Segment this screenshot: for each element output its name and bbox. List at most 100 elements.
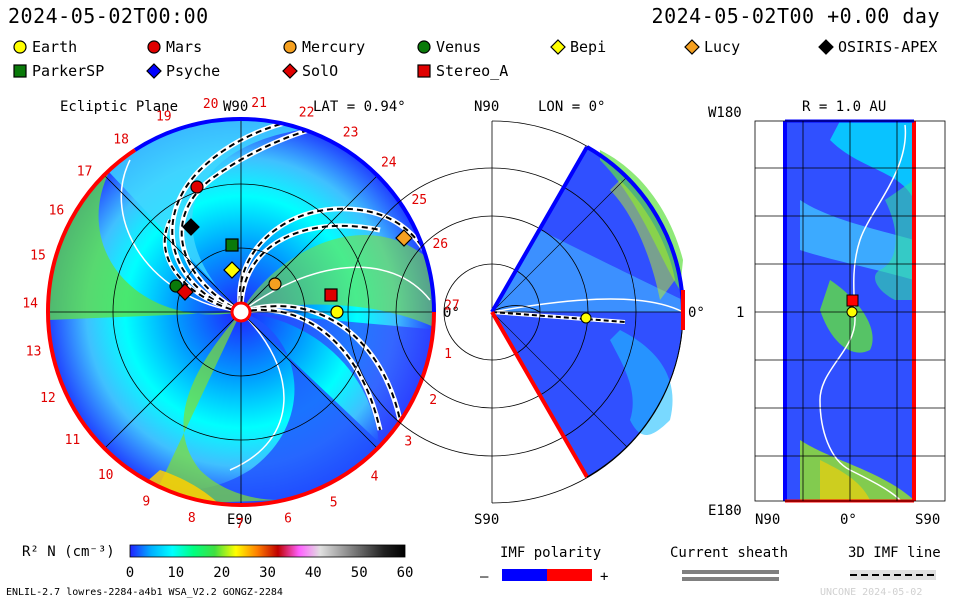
rprofile-x-mid: 0°: [840, 512, 857, 528]
carrington-label: 16: [49, 204, 65, 219]
legend-label: OSIRIS-APEX: [838, 38, 938, 56]
carrington-label: 24: [381, 156, 397, 171]
circle-marker-icon: [283, 40, 297, 54]
circle-marker-icon: [13, 40, 27, 54]
current-sheath-legend: Current sheath: [670, 545, 788, 581]
diamond-marker-icon: [146, 63, 162, 79]
ecliptic-marker-osiris-apex: [182, 218, 200, 236]
carrington-label: 20: [203, 97, 219, 112]
meridional-top-label: N90: [474, 99, 499, 115]
rprofile-y-top: W180: [708, 105, 742, 121]
legend-item-earth: Earth: [12, 38, 77, 56]
carrington-label: 10: [98, 468, 114, 483]
carrington-label: 25: [411, 193, 427, 208]
ecliptic-top-label: W90: [223, 99, 248, 115]
imf-polarity-label: IMF polarity: [500, 545, 601, 561]
ecliptic-density-field: [48, 119, 434, 505]
ecliptic-marker-parkersp: [225, 238, 239, 252]
square-marker-icon: [417, 64, 431, 78]
carrington-label: 13: [26, 345, 42, 360]
carrington-label: 19: [156, 110, 172, 125]
timestamp-left: 2024-05-02T00:00: [8, 4, 209, 28]
carrington-label: 1: [444, 347, 452, 362]
footer-right: UNCONE 2024-05-02: [820, 587, 922, 598]
legend-label: Earth: [32, 38, 78, 56]
rprofile-x-left: N90: [755, 512, 780, 528]
carrington-label: 6: [284, 512, 292, 527]
carrington-label: 23: [343, 126, 359, 141]
ecliptic-marker-solo: [176, 283, 194, 301]
ecliptic-marker-stereo-a: [324, 288, 338, 302]
legend-label: ParkerSP: [32, 62, 105, 80]
legend-item-mars: Mars: [146, 38, 202, 56]
imf-polarity-legend: IMF polarity – +: [480, 545, 608, 585]
legend-item-lucy: Lucy: [684, 38, 740, 56]
legend-label: Venus: [436, 38, 482, 56]
legend-item-bepi: Bepi: [550, 38, 606, 56]
carrington-label: 15: [30, 249, 46, 264]
imf-line-label: 3D IMF line: [848, 545, 941, 561]
ecliptic-marker-venus: [169, 279, 183, 293]
legend-label: SolO: [302, 62, 339, 80]
carrington-label: 3: [404, 435, 412, 450]
meridional-title: LON = 0°: [538, 99, 605, 115]
meridional-right-label: 0°: [688, 305, 705, 321]
carrington-label: 12: [40, 391, 56, 406]
square-marker-icon: [13, 64, 27, 78]
carrington-label: 7: [236, 517, 244, 532]
colorbar-ticks: 0 10 20 30 40 50 60: [126, 565, 414, 581]
carrington-label: 2: [429, 393, 437, 408]
carrington-label: 4: [371, 469, 379, 484]
rprofile-x-right: S90: [915, 512, 940, 528]
ecliptic-marker-mercury: [268, 277, 282, 291]
diamond-marker-icon: [684, 39, 700, 55]
colorbar-tick-label: 20: [213, 565, 230, 581]
circle-marker-icon: [147, 40, 161, 54]
carrington-label: 8: [188, 511, 196, 526]
colorbar-tick-label: 10: [167, 565, 184, 581]
legend-label: Stereo_A: [436, 62, 509, 80]
ecliptic-plane-plot: Ecliptic Plane W90 LAT = 0.94° E90 0° 12…: [22, 96, 459, 532]
legend-item-parkersp: ParkerSP: [12, 62, 104, 80]
legend-label: Bepi: [570, 38, 607, 56]
ecliptic-lat-label: LAT = 0.94°: [313, 99, 406, 115]
legend-label: Mercury: [302, 38, 366, 56]
legend-item-mercury: Mercury: [282, 38, 365, 56]
carrington-label: 22: [299, 106, 315, 121]
radius-profile-plot: W180 R = 1.0 AU 1 E180 N90 0° S90: [708, 99, 946, 528]
ecliptic-right-label: 0°: [443, 305, 460, 321]
meridional-plane-plot: N90 LON = 0° S90 0°: [347, 99, 705, 528]
carrington-label: 27: [444, 299, 460, 314]
legend-label: Psyche: [166, 62, 221, 80]
carrington-label: 17: [77, 164, 93, 179]
rprofile-title: R = 1.0 AU: [802, 99, 886, 115]
legend-item-psyche: Psyche: [146, 62, 220, 80]
legend-item-osiris-apex: OSIRIS-APEX: [818, 38, 937, 56]
colorbar-tick-label: 30: [259, 565, 276, 581]
carrington-label: 9: [142, 495, 150, 510]
ecliptic-marker-bepi: [223, 261, 241, 279]
carrington-label: 5: [330, 496, 338, 511]
carrington-label: 11: [65, 433, 81, 448]
current-sheath-label: Current sheath: [670, 545, 788, 561]
meridional-bottom-label: S90: [474, 512, 499, 528]
imf-positive-swatch: [547, 569, 592, 581]
footer-left: ENLIL-2.7 lowres-2284-a4b1 WSA_V2.2 GONG…: [6, 587, 283, 598]
ecliptic-bottom-label: E90: [227, 512, 252, 528]
legend-item-stereo-a: Stereo_A: [416, 62, 508, 80]
rprofile-earth-marker: [846, 306, 858, 318]
legend-label: Lucy: [704, 38, 741, 56]
imf-line-legend: 3D IMF line: [848, 545, 941, 580]
density-colorbar: R² N (cm⁻³) 0 10 20 30 40 50 60: [22, 544, 413, 581]
meridional-earth-marker: [580, 312, 592, 324]
colorbar-tick-label: 0: [126, 565, 134, 581]
carrington-label: 26: [432, 237, 448, 252]
diamond-marker-icon: [282, 63, 298, 79]
colorbar-tick-label: 60: [397, 565, 414, 581]
colorbar-label: R² N (cm⁻³): [22, 544, 115, 560]
imf-negative-swatch: [502, 569, 547, 581]
rprofile-y-mid: 1: [736, 305, 744, 321]
legend-item-solo: SolO: [282, 62, 338, 80]
